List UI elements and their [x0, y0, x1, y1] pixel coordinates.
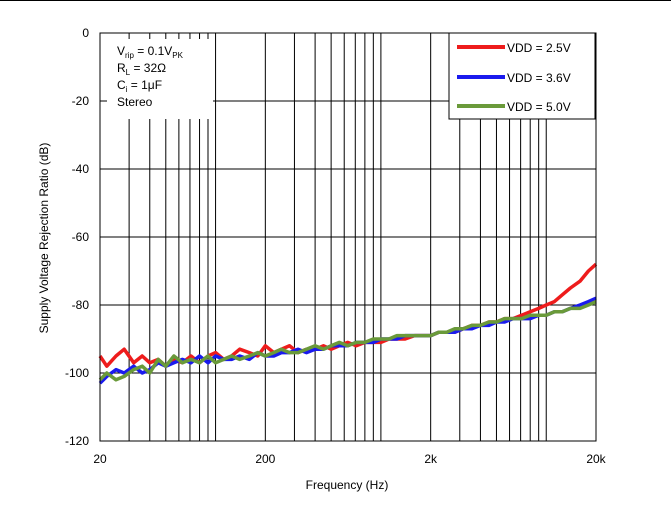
y-tick-label: -40: [72, 162, 90, 176]
legend: VDD = 2.5V VDD = 3.6V VDD = 5.0V: [448, 32, 596, 120]
y-tick-label: -100: [65, 366, 89, 380]
anno-rl: RL = 32Ω: [117, 61, 166, 77]
anno-vrip: Vrip = 0.1VPK: [117, 44, 184, 60]
y-tick-label: -20: [72, 94, 90, 108]
x-tick-label: 200: [255, 452, 275, 466]
x-tick-label: 2k: [424, 452, 438, 466]
y-axis-label: Supply Voltage Rejection Ratio (dB): [37, 143, 51, 334]
tick-labels: 20 200 2k 20k 0 -20 -40 -60 -80 -100 -120: [65, 26, 607, 466]
x-axis-label: Frequency (Hz): [306, 478, 389, 492]
y-tick-label: -80: [72, 298, 90, 312]
x-tick-label: 20k: [586, 452, 606, 466]
y-tick-label: 0: [82, 26, 89, 40]
legend-label-vdd-3-6v: VDD = 3.6V: [507, 71, 571, 85]
legend-label-vdd-2-5v: VDD = 2.5V: [507, 41, 571, 55]
condition-annotation: Vrip = 0.1VPK RL = 32Ω Ci = 1μF Stereo: [107, 39, 213, 119]
anno-mode: Stereo: [117, 95, 153, 109]
series-layer: [98, 262, 598, 385]
x-tick-label: 20: [93, 452, 107, 466]
series-line-2: [98, 300, 597, 382]
plot-border: [99, 32, 597, 442]
y-tick-label: -60: [72, 230, 90, 244]
legend-label-vdd-5-0v: VDD = 5.0V: [507, 100, 571, 114]
y-tick-label: -120: [65, 434, 89, 448]
series-line-0: [98, 262, 598, 368]
anno-ci: Ci = 1μF: [117, 78, 162, 94]
